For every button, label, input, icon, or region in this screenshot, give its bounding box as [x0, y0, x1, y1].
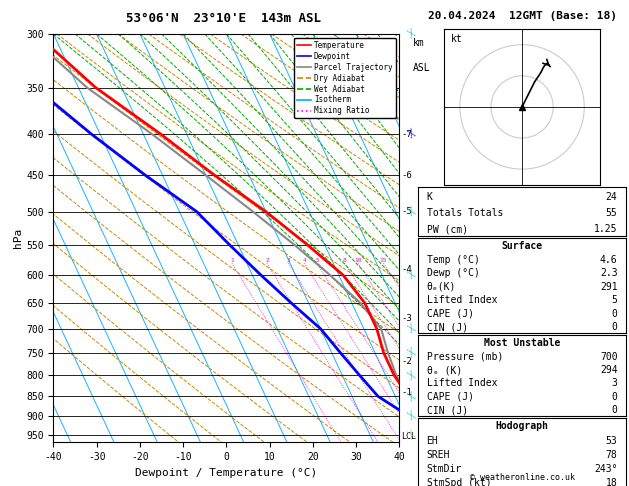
Text: Most Unstable: Most Unstable	[484, 338, 560, 348]
Text: ╳: ╳	[407, 29, 416, 39]
Text: 53: 53	[606, 435, 618, 446]
Text: ╳: ╳	[407, 370, 416, 381]
Text: ╳: ╳	[407, 129, 416, 139]
Text: 5: 5	[611, 295, 618, 305]
Text: km: km	[413, 38, 425, 48]
Text: 2: 2	[265, 259, 269, 263]
Text: ╳: ╳	[407, 347, 416, 358]
Text: Pressure (mb): Pressure (mb)	[426, 352, 503, 362]
Text: 291: 291	[600, 282, 618, 292]
Text: -3: -3	[401, 314, 412, 323]
Text: ╳: ╳	[407, 430, 416, 440]
Text: ╳: ╳	[407, 391, 416, 401]
Legend: Temperature, Dewpoint, Parcel Trajectory, Dry Adiabat, Wet Adiabat, Isotherm, Mi: Temperature, Dewpoint, Parcel Trajectory…	[294, 38, 396, 119]
Text: Lifted Index: Lifted Index	[426, 379, 497, 388]
Text: ╳: ╳	[407, 411, 416, 421]
Text: -6: -6	[401, 171, 412, 179]
X-axis label: Dewpoint / Temperature (°C): Dewpoint / Temperature (°C)	[135, 468, 318, 478]
Text: 294: 294	[600, 365, 618, 375]
Text: 24: 24	[606, 192, 618, 202]
Text: Lifted Index: Lifted Index	[426, 295, 497, 305]
Text: 8: 8	[343, 259, 347, 263]
Text: 55: 55	[606, 208, 618, 218]
Text: © weatheronline.co.uk: © weatheronline.co.uk	[470, 473, 574, 482]
Text: Dewp (°C): Dewp (°C)	[426, 268, 479, 278]
Text: CIN (J): CIN (J)	[426, 323, 468, 332]
Text: 15: 15	[380, 259, 387, 263]
Text: EH: EH	[426, 435, 438, 446]
Text: 4.6: 4.6	[600, 255, 618, 265]
Text: PW (cm): PW (cm)	[426, 224, 468, 234]
Text: 1: 1	[230, 259, 234, 263]
Text: 4: 4	[303, 259, 306, 263]
Text: 18: 18	[606, 478, 618, 486]
Text: -2: -2	[401, 357, 412, 366]
Text: StmSpd (kt): StmSpd (kt)	[426, 478, 491, 486]
Text: Temp (°C): Temp (°C)	[426, 255, 479, 265]
Text: CAPE (J): CAPE (J)	[426, 392, 474, 402]
Text: 0: 0	[611, 405, 618, 415]
Text: -5: -5	[401, 207, 412, 216]
Text: 2.3: 2.3	[600, 268, 618, 278]
Text: Surface: Surface	[501, 241, 543, 251]
Text: SREH: SREH	[426, 450, 450, 460]
Text: LCL: LCL	[401, 433, 416, 441]
Text: kt: kt	[450, 34, 462, 44]
Text: CAPE (J): CAPE (J)	[426, 309, 474, 319]
Y-axis label: hPa: hPa	[13, 228, 23, 248]
Text: Totals Totals: Totals Totals	[426, 208, 503, 218]
Text: θₑ(K): θₑ(K)	[426, 282, 456, 292]
Text: ╳: ╳	[407, 270, 416, 280]
Text: 0: 0	[611, 392, 618, 402]
Text: StmDir: StmDir	[426, 464, 462, 474]
Text: CIN (J): CIN (J)	[426, 405, 468, 415]
Text: 700: 700	[600, 352, 618, 362]
Text: -1: -1	[401, 388, 412, 397]
Text: -7: -7	[401, 130, 412, 139]
Text: 5: 5	[315, 259, 319, 263]
Text: θₑ (K): θₑ (K)	[426, 365, 462, 375]
Text: 3: 3	[287, 259, 291, 263]
Text: 53°06'N  23°10'E  143m ASL: 53°06'N 23°10'E 143m ASL	[126, 12, 321, 25]
Text: ASL: ASL	[413, 63, 431, 72]
Text: Mixing Ratio (g/kg): Mixing Ratio (g/kg)	[434, 191, 443, 286]
Text: 10: 10	[354, 259, 362, 263]
Text: 1.25: 1.25	[594, 224, 618, 234]
Text: ╳: ╳	[407, 324, 416, 334]
Text: 243°: 243°	[594, 464, 618, 474]
Text: 3: 3	[611, 379, 618, 388]
Text: K: K	[426, 192, 433, 202]
Text: 0: 0	[611, 309, 618, 319]
Text: 0: 0	[611, 323, 618, 332]
Text: 78: 78	[606, 450, 618, 460]
Text: 20.04.2024  12GMT (Base: 18): 20.04.2024 12GMT (Base: 18)	[428, 11, 616, 21]
Text: Hodograph: Hodograph	[496, 421, 548, 432]
Text: -4: -4	[401, 265, 412, 274]
Text: ╳: ╳	[407, 207, 416, 217]
